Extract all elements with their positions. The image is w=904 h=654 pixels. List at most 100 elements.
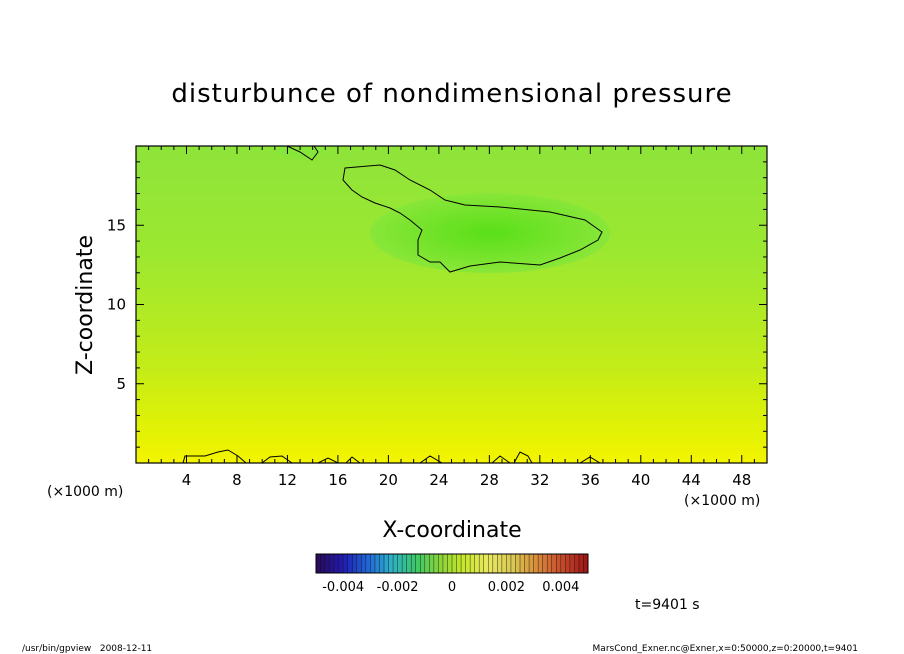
y-axis: 5 10 15 xyxy=(107,161,767,448)
colorbar-swatch xyxy=(456,554,462,573)
colorbar-swatch xyxy=(569,554,575,573)
colorbar-swatch xyxy=(352,554,357,573)
colorbar-swatch xyxy=(325,554,330,573)
y-tick-label: 15 xyxy=(107,216,126,234)
x-tick-label: 48 xyxy=(732,471,751,489)
colorbar-swatch xyxy=(343,554,348,573)
x-tick-label: 8 xyxy=(232,471,242,489)
colorbar-swatch xyxy=(506,554,511,573)
colorbar-swatch xyxy=(483,554,489,573)
colorbar-swatch xyxy=(397,554,403,573)
colorbar-swatch xyxy=(370,554,375,573)
colorbar-swatch xyxy=(442,554,448,573)
colorbar-swatch xyxy=(574,554,579,573)
colorbar-label: 0.004 xyxy=(542,580,579,595)
colorbar-swatch xyxy=(402,554,407,573)
colorbar-swatch xyxy=(583,554,588,573)
colorbar-swatch xyxy=(465,554,471,573)
colorbar-label: 0.002 xyxy=(488,580,525,595)
colorbar-swatch xyxy=(538,554,543,573)
colorbar-swatch xyxy=(361,554,366,573)
colorbar-swatch xyxy=(338,554,344,573)
colorbar-swatch xyxy=(578,554,584,573)
x-axis-unit-right: (×1000 m) xyxy=(684,493,760,509)
colorbar-swatch xyxy=(411,554,416,573)
colorbar-swatch xyxy=(320,554,326,573)
x-tick-label: 24 xyxy=(429,471,448,489)
colorbar-swatch xyxy=(515,554,520,573)
colorbar-swatch xyxy=(356,554,362,573)
colorbar-swatch xyxy=(393,554,398,573)
y-tick-label: 5 xyxy=(116,375,126,393)
colorbar-swatch xyxy=(388,554,394,573)
colorbar-swatch xyxy=(556,554,561,573)
colorbar-swatch xyxy=(547,554,552,573)
colorbar-swatch xyxy=(424,554,430,573)
contour-line-top xyxy=(286,146,319,161)
x-axis: 4 8 12 16 20 24 28 32 36 40 44 48 xyxy=(148,146,755,489)
colorbar-swatch xyxy=(488,554,493,573)
contour-line-surface xyxy=(182,449,601,463)
colorbar-swatch xyxy=(520,554,525,573)
colorbar-swatch xyxy=(429,554,434,573)
contour-line-low xyxy=(342,164,603,273)
colorbar-swatch xyxy=(384,554,389,573)
colorbar-swatch xyxy=(470,554,475,573)
colorbar-label: -0.002 xyxy=(377,580,419,595)
x-axis-unit-left: (×1000 m) xyxy=(47,484,123,500)
colorbar-swatch xyxy=(461,554,466,573)
chart-title: disturbunce of nondimensional pressure xyxy=(171,79,732,109)
colorbar-swatch xyxy=(497,554,502,573)
heatmap-field xyxy=(136,146,767,463)
colorbar-swatch xyxy=(492,554,498,573)
time-label: t=9401 s xyxy=(635,597,700,613)
x-tick-label: 12 xyxy=(278,471,297,489)
colorbar-swatch xyxy=(529,554,534,573)
x-tick-label: 16 xyxy=(328,471,347,489)
colorbar-swatch xyxy=(438,554,443,573)
colorbar-swatch xyxy=(542,554,548,573)
x-tick-label: 40 xyxy=(631,471,650,489)
colorbar-swatch xyxy=(560,554,566,573)
colorbar-swatch xyxy=(379,554,384,573)
plot-area xyxy=(136,146,767,463)
colorbar-swatch xyxy=(415,554,421,573)
x-tick-label: 44 xyxy=(682,471,701,489)
x-tick-label: 28 xyxy=(480,471,499,489)
colorbar-swatch xyxy=(452,554,457,573)
x-axis-label: X-coordinate xyxy=(382,518,521,543)
colorbar-swatch xyxy=(433,554,439,573)
colorbar xyxy=(315,553,589,574)
x-tick-label: 20 xyxy=(379,471,398,489)
colorbar-swatch xyxy=(510,554,516,573)
colorbar-swatch xyxy=(524,554,530,573)
colorbar-swatch xyxy=(316,554,321,573)
colorbar-swatch xyxy=(447,554,452,573)
colorbar-swatch xyxy=(347,554,353,573)
colorbar-swatch xyxy=(474,554,480,573)
low-pressure-region xyxy=(370,193,610,273)
colorbar-label: -0.004 xyxy=(322,580,364,595)
colorbar-swatch xyxy=(420,554,425,573)
footer-left: /usr/bin/gpview 2008-12-11 xyxy=(22,644,152,654)
x-tick-label: 32 xyxy=(530,471,549,489)
colorbar-swatch xyxy=(565,554,570,573)
colorbar-label: 0 xyxy=(448,580,456,595)
footer-right: MarsCond_Exner.nc@Exner,x=0:50000,z=0:20… xyxy=(593,644,858,654)
colorbar-frame xyxy=(315,553,589,574)
colorbar-swatch xyxy=(406,554,412,573)
colorbar-labels: -0.004 -0.002 0 0.002 0.004 xyxy=(322,580,579,595)
colorbar-swatch xyxy=(479,554,484,573)
y-axis-label: Z-coordinate xyxy=(73,235,98,375)
colorbar-swatch xyxy=(329,554,335,573)
x-tick-label: 4 xyxy=(182,471,192,489)
y-tick-label: 10 xyxy=(107,296,126,314)
colorbar-swatch xyxy=(551,554,557,573)
colorbar-swatch xyxy=(365,554,371,573)
colorbar-swatch xyxy=(334,554,339,573)
colorbar-swatch xyxy=(374,554,380,573)
colorbar-swatch xyxy=(501,554,507,573)
x-tick-label: 36 xyxy=(581,471,600,489)
colorbar-swatch xyxy=(533,554,539,573)
